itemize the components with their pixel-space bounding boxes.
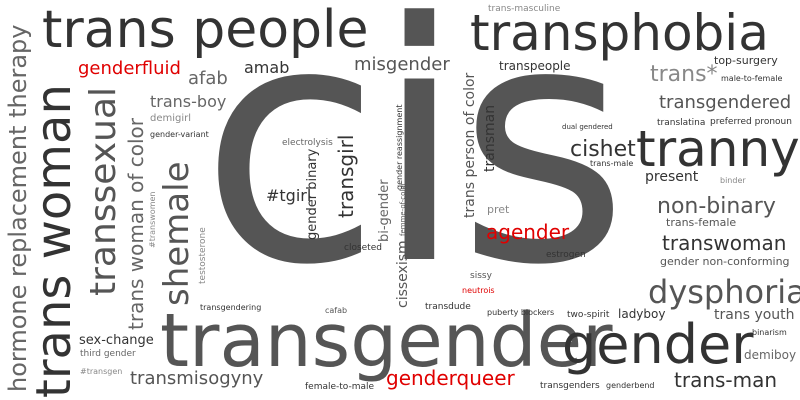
word-cafab: cafab [325,306,348,315]
word-genderfluid: genderfluid [78,58,181,79]
word-transdude: transdude [425,302,471,312]
word-trans-masculine: trans-masculine [488,4,561,14]
word-afab: afab [188,68,228,89]
word-puberty-blockers: puberty blockers [487,308,555,317]
word-top-surgery: top-surgery [714,54,778,67]
word-gender-reassignment: gender reassignment [395,104,404,190]
word-genderqueer: genderqueer [386,366,515,390]
word-misgender: misgender [354,54,450,75]
word-bi-gender: bi-gender [377,179,392,242]
word-transmisogyny: transmisogyny [130,368,264,389]
word-cis: cis [200,0,629,337]
word-transphobia: transphobia [470,4,769,62]
word-closeted: closeted [344,243,382,253]
word-trans-female: trans-female [666,216,737,229]
word-amab: amab [244,58,290,77]
word-present: present [645,169,699,185]
word-transgender: transgender [160,298,613,384]
word-non-binary: non-binary [657,194,776,219]
word-transman: transman [482,104,498,172]
word-dual-gendered: dual gendered [562,123,613,131]
word-transgenders: transgenders [540,381,600,391]
word-preferred-pronoun: preferred pronoun [710,117,792,127]
word-cishet: cishet [570,137,636,162]
word-transgirl: transgirl [334,134,358,218]
word-trans-boy: trans-boy [150,92,227,111]
word-translatina: translatina [657,118,706,128]
word-tranny: tranny [636,120,800,178]
word-third-gender: third gender [80,349,136,359]
word-ladyboy: ladyboy [618,307,666,321]
word-two-spirit: two-spirit [567,310,610,320]
word-transgendered: transgendered [659,92,792,113]
word-demigirl: demigirl [150,113,192,124]
word-transsexual: transsexual [83,86,124,296]
word-tgirl: #tgirl [266,186,312,205]
word-dysphoria: dysphoria [648,273,800,311]
word-gender: gender [562,313,754,376]
word-pret: pret [487,203,510,216]
word-agender: agender [486,220,570,244]
word-shemale: shemale [157,161,197,307]
word-sissy: sissy [470,271,492,281]
word-male-to-female: male-to-female [721,74,783,83]
word-transwomen-tag: #transwomen [148,191,157,249]
word-transgen-tag: #transgen [80,367,123,376]
word-cissexism: cissexism [395,240,411,308]
word-genderbend: genderbend [606,381,655,390]
word-binder: binder [720,176,746,185]
word-neutrois: neutrois [462,286,495,295]
word-transwoman: transwoman [662,231,787,255]
word-trans-people: trans people [42,0,369,60]
word-trans-woman: trans woman [26,84,82,398]
word-gender-non-conforming: gender non-conforming [660,255,790,268]
word-gender-variant: gender-variant [150,130,209,139]
word-trans-man: trans-man [674,368,778,392]
word-trans-woman-of-color: trans woman of color [124,117,148,330]
word-trans-star: trans* [650,62,718,87]
word-femme-of-color: femme-of-color [399,182,407,237]
word-estrogen: estrogen [546,250,586,260]
word-testosterone: testosterone [198,227,208,284]
word-electrolysis: electrolysis [282,138,333,148]
word-transpeople: transpeople [499,59,571,73]
word-demiboy: demiboy [744,348,797,362]
word-binarism: binarism [752,328,787,337]
word-trans-person-of-color: trans person of color [462,72,478,218]
word-gender-binary: gender binary [305,148,320,240]
word-trans-male: trans-male [590,159,634,168]
word-trans-youth: trans youth [714,307,795,323]
word-sex-change: sex-change [79,333,154,348]
word-female-to-male: female-to-male [305,382,375,392]
word-transgendering: transgendering [200,303,262,312]
